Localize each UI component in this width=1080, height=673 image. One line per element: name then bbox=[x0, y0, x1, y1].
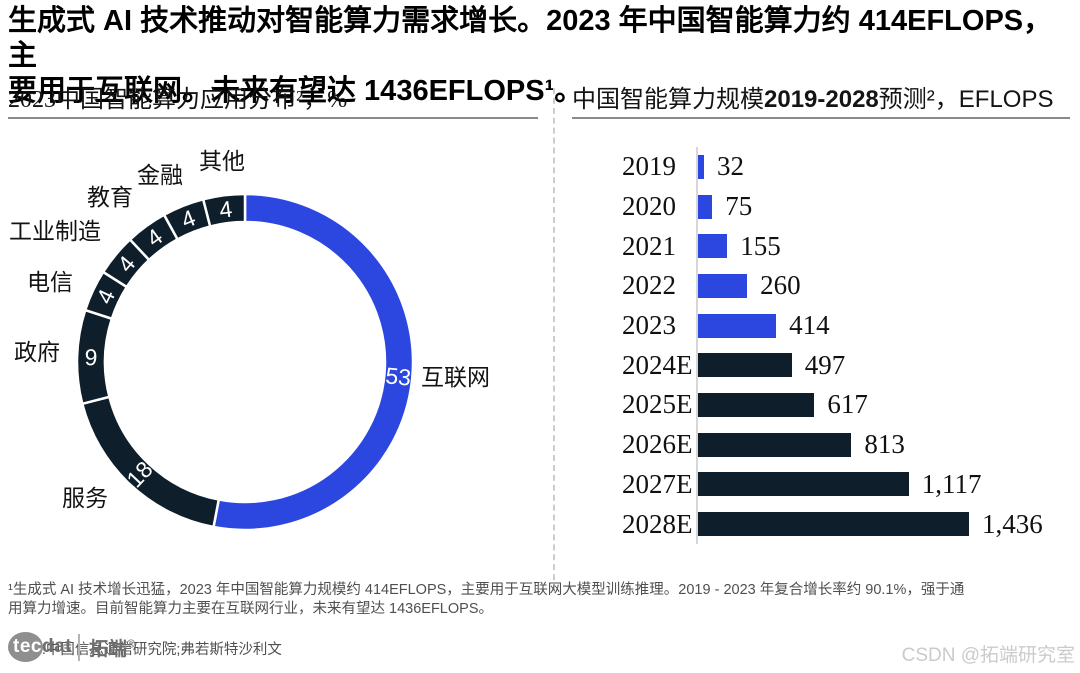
bar-title-year-range: 2019-2028 bbox=[764, 86, 879, 113]
bar-cell: 75 bbox=[696, 186, 1072, 227]
bar-value-label: 617 bbox=[827, 389, 868, 420]
bar-cell: 155 bbox=[696, 226, 1072, 267]
right-title-underline bbox=[572, 117, 1070, 119]
bar-value-label: 32 bbox=[717, 151, 744, 182]
bar-cell: 1,436 bbox=[696, 504, 1072, 544]
bar-year-label: 2019 bbox=[622, 151, 676, 182]
bar-year-label: 2022 bbox=[622, 270, 676, 301]
bar-row-2022: 2022 260 bbox=[622, 266, 1072, 306]
bar-cell: 617 bbox=[696, 385, 1072, 425]
footnotes: ¹生成式 AI 技术增长迅猛，2023 年中国智能算力规模约 414EFLOPS… bbox=[8, 561, 1074, 673]
bar-2027E bbox=[698, 472, 909, 497]
bar-2026E bbox=[698, 432, 852, 457]
donut-chart-title: 2023中国智能算力应用分布²，% bbox=[8, 87, 348, 113]
logo-text-tec: tec bbox=[13, 636, 42, 657]
bar-value-label: 155 bbox=[740, 230, 781, 261]
footnote-1: ¹生成式 AI 技术增长迅猛，2023 年中国智能算力规模约 414EFLOPS… bbox=[8, 581, 965, 618]
bar-2025E bbox=[698, 392, 815, 417]
bar-row-2021: 2021 155 bbox=[622, 226, 1072, 267]
bar-row-2027E: 2027E 1,117 bbox=[622, 464, 1072, 505]
donut-segment-互联网 bbox=[212, 192, 415, 532]
bar-year-label: 2020 bbox=[622, 191, 676, 222]
bar-value-label: 75 bbox=[725, 191, 753, 222]
page-title: 生成式 AI 技术推动对智能算力需求增长。2023 年中国智能算力约 414EF… bbox=[8, 5, 1053, 107]
bar-year-label: 2028E bbox=[622, 508, 693, 539]
bar-cell: 813 bbox=[696, 424, 1072, 465]
bar-cell: 497 bbox=[696, 345, 1072, 386]
donut-category-label: 金融 bbox=[137, 162, 183, 188]
donut-value-label: 9 bbox=[84, 344, 98, 370]
csdn-watermark: CSDN @拓端研究室 bbox=[901, 645, 1075, 666]
tecdat-logo: tecdat 拓端® bbox=[8, 629, 135, 665]
donut-category-label: 政府 bbox=[14, 339, 60, 365]
donut-category-label: 互联网 bbox=[421, 364, 490, 390]
bar-2022 bbox=[698, 273, 748, 298]
bar-chart-title: 中国智能算力规模2019-2028预测²，EFLOPS bbox=[572, 86, 1072, 114]
bar-2019 bbox=[698, 154, 704, 179]
bar-row-2025E: 2025E 617 bbox=[622, 385, 1072, 425]
donut-segment-其他 bbox=[201, 192, 247, 228]
bar-2028E bbox=[698, 512, 969, 537]
bar-cell: 414 bbox=[696, 305, 1072, 346]
bar-value-label: 414 bbox=[789, 310, 830, 341]
bar-year-label: 2021 bbox=[622, 230, 676, 261]
logo-separator bbox=[78, 633, 80, 661]
logo-text-dat: dat bbox=[41, 636, 72, 657]
bar-year-label: 2024E bbox=[622, 349, 693, 380]
bar-title-suffix: 预测²，EFLOPS bbox=[878, 86, 1054, 113]
bar-year-label: 2027E bbox=[622, 468, 693, 499]
bar-2023 bbox=[698, 313, 777, 338]
bar-value-label: 497 bbox=[804, 349, 846, 380]
footnote-source: ²来源:中国信息通信研究院;弗若斯特沙利文 bbox=[8, 642, 282, 658]
bar-value-label: 1,117 bbox=[921, 468, 982, 499]
bar-row-2024E: 2024E 497 bbox=[622, 345, 1072, 386]
bar-2020 bbox=[698, 194, 713, 219]
bar-row-2026E: 2026E 813 bbox=[622, 424, 1072, 465]
bar-2021 bbox=[698, 234, 728, 259]
bar-year-label: 2025E bbox=[622, 389, 693, 420]
bar-row-2020: 2020 75 bbox=[622, 186, 1072, 227]
donut-category-label: 服务 bbox=[62, 485, 108, 511]
bar-2024E bbox=[698, 353, 792, 378]
bar-cell: 32 bbox=[696, 147, 1072, 187]
bar-chart: 2019 32 2020 75 2021 155 2022 260 2023 414 2024E 49… bbox=[622, 147, 1072, 544]
registered-mark: ® bbox=[127, 638, 136, 651]
bar-value-label: 260 bbox=[760, 270, 801, 301]
bar-value-label: 1,436 bbox=[982, 508, 1043, 539]
donut-category-label: 电信 bbox=[27, 269, 73, 295]
panel-divider bbox=[553, 88, 555, 590]
bar-value-label: 813 bbox=[864, 429, 905, 460]
bar-row-2028E: 2028E 1,436 bbox=[622, 504, 1072, 544]
bar-cell: 260 bbox=[696, 266, 1072, 306]
donut-value-label: 4 bbox=[218, 195, 234, 222]
bar-year-label: 2023 bbox=[622, 310, 676, 341]
bar-year-label: 2026E bbox=[622, 429, 693, 460]
bar-cell: 1,117 bbox=[696, 464, 1072, 505]
left-title-underline bbox=[8, 117, 538, 119]
donut-value-label: 53 bbox=[384, 362, 412, 390]
donut-category-label: 教育 bbox=[87, 184, 133, 210]
logo-ellipse-icon bbox=[8, 632, 43, 662]
bar-title-prefix: 中国智能算力规模 bbox=[572, 86, 764, 113]
bar-row-2019: 2019 32 bbox=[622, 147, 1072, 187]
logo-text-cn: 拓端 bbox=[89, 638, 128, 660]
bar-row-2023: 2023 414 bbox=[622, 305, 1072, 346]
donut-category-label: 其他 bbox=[199, 148, 245, 174]
tecdat-logo-mark: tecdat bbox=[8, 630, 72, 664]
donut-category-label: 工业制造 bbox=[9, 218, 101, 244]
